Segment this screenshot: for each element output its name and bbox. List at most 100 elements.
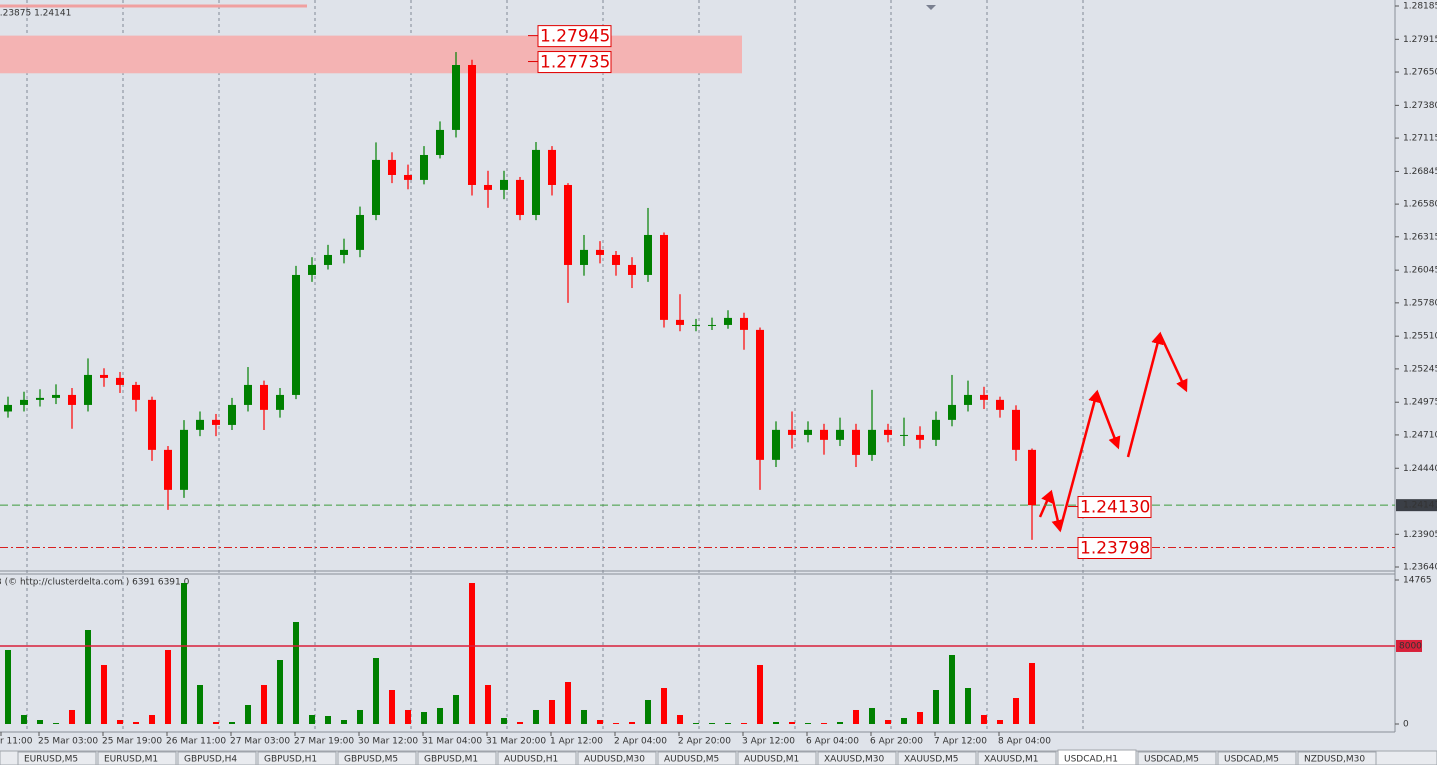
y-tick-label: 1.25245 — [1403, 364, 1437, 374]
volume-bar — [677, 714, 683, 724]
volume-level-box — [1396, 639, 1422, 652]
tab-label[interactable]: AUDUSD,M30 — [584, 755, 645, 765]
tab[interactable] — [17, 751, 97, 765]
tab[interactable] — [817, 751, 897, 765]
volume-bar — [197, 684, 203, 724]
plot: 1.28185 1.27915 1.27650 1.27380 1.27115 1.268… — [0, 2, 1437, 747]
tab[interactable] — [177, 751, 257, 765]
volume-bar — [405, 709, 411, 724]
tab-label[interactable]: GBPUSD,H4 — [184, 755, 237, 765]
volume-bar — [229, 722, 235, 724]
candle-body — [900, 434, 908, 436]
forecast-arrow — [1049, 491, 1064, 533]
candle-body — [436, 129, 444, 155]
candle-body — [692, 324, 700, 326]
volume-bar — [965, 688, 971, 724]
tab-label[interactable]: AUDUSD,M1 — [744, 755, 799, 765]
volume-bar — [901, 718, 907, 724]
volume-bar — [101, 664, 107, 724]
volume-bar — [117, 720, 123, 724]
candle-body — [84, 374, 92, 405]
tab-label[interactable]: GBPUSD,M1 — [424, 755, 478, 765]
candle-body — [324, 254, 332, 265]
tab[interactable] — [1137, 751, 1217, 765]
tab[interactable] — [417, 751, 497, 765]
candle-body — [836, 429, 844, 440]
tab[interactable] — [497, 751, 577, 765]
tab[interactable] — [577, 751, 657, 765]
volume-bar — [421, 712, 427, 724]
x-tick-label: 31 Mar 04:00 — [422, 737, 482, 747]
tab-label[interactable]: XAUUSD,M5 — [904, 755, 959, 765]
tab-label[interactable]: EURUSD,M5 — [24, 755, 78, 765]
tab[interactable] — [97, 751, 177, 765]
candle-body — [756, 329, 764, 460]
x-tick-label: 3 Apr 12:00 — [742, 737, 795, 747]
y-tick-label: 1.24710 — [1403, 430, 1437, 440]
candle-body — [500, 179, 508, 190]
tab-label[interactable]: USDCAD,H1 — [1064, 755, 1118, 765]
candle-body — [708, 324, 716, 326]
x-tick-label: 27 Mar 19:00 — [294, 737, 354, 747]
tab-label[interactable]: USDCAD,M5 — [1224, 755, 1279, 765]
tab[interactable] — [257, 751, 337, 765]
tab-label[interactable]: NZDUSD,M30 — [1304, 755, 1365, 765]
tab-label[interactable]: GBPUSD,H1 — [264, 755, 317, 765]
volume-bar — [1029, 662, 1035, 724]
candle-body — [388, 159, 396, 175]
volume-bar — [453, 694, 459, 724]
candle-body — [420, 154, 428, 180]
price-label-box — [537, 25, 612, 48]
volume-bar — [917, 712, 923, 724]
candle-body — [548, 149, 556, 185]
x-tick-label: 2 Apr 20:00 — [678, 737, 731, 747]
x-tick-label: 2 Apr 04:00 — [614, 737, 667, 747]
candle-body — [948, 404, 956, 420]
tab-label[interactable]: AUDUSD,H1 — [504, 755, 558, 765]
volume-bar — [133, 722, 139, 724]
volume-bar — [805, 723, 811, 724]
price-label: 1.27735 — [540, 53, 610, 73]
x-tick-label: r 11:00 — [0, 737, 33, 747]
tab[interactable] — [657, 751, 737, 765]
candle-body — [164, 449, 172, 490]
y-tick-label: 1.27650 — [1403, 68, 1437, 78]
x-tick-label: 31 Mar 20:00 — [486, 737, 546, 747]
candle-body — [612, 254, 620, 265]
price-label-box — [1077, 496, 1152, 519]
tab-label[interactable]: USDCAD,M5 — [1144, 755, 1199, 765]
candle-body — [1012, 409, 1020, 450]
candle-body — [212, 419, 220, 425]
current-price: 1.24141 — [1403, 501, 1437, 511]
tab-label[interactable]: AUDUSD,M5 — [664, 755, 719, 765]
volume-bar — [1013, 697, 1019, 724]
tab[interactable] — [1057, 749, 1137, 765]
candle-body — [228, 404, 236, 425]
tab-label[interactable]: XAUUSD,M1 — [984, 755, 1039, 765]
tab-label[interactable]: GBPUSD,M5 — [344, 755, 398, 765]
y-tick-label: 1.28185 — [1403, 2, 1437, 12]
tab[interactable] — [897, 751, 977, 765]
tab[interactable] — [1297, 751, 1377, 765]
forecast-arrow — [1158, 333, 1188, 393]
candle-body — [356, 214, 364, 250]
volume-bar — [5, 649, 11, 724]
tab[interactable] — [737, 751, 817, 765]
tab[interactable] — [1217, 751, 1297, 765]
price-label-box — [537, 51, 612, 74]
price-label: 1.23798 — [1080, 538, 1150, 558]
tab[interactable] — [337, 751, 417, 765]
tab[interactable] — [977, 751, 1057, 765]
tab-label[interactable]: EURUSD,M1 — [104, 755, 158, 765]
tab-label[interactable]: XAUUSD,M30 — [824, 755, 884, 765]
candle-body — [644, 234, 652, 275]
candle-body — [852, 429, 860, 455]
volume-bar — [725, 723, 731, 724]
volume-bar — [181, 583, 187, 724]
volume-bar — [709, 723, 715, 724]
candle-body — [660, 234, 668, 320]
x-tick-label: 26 Mar 11:00 — [166, 737, 226, 747]
volume-tick-label: 0 — [1403, 720, 1409, 730]
